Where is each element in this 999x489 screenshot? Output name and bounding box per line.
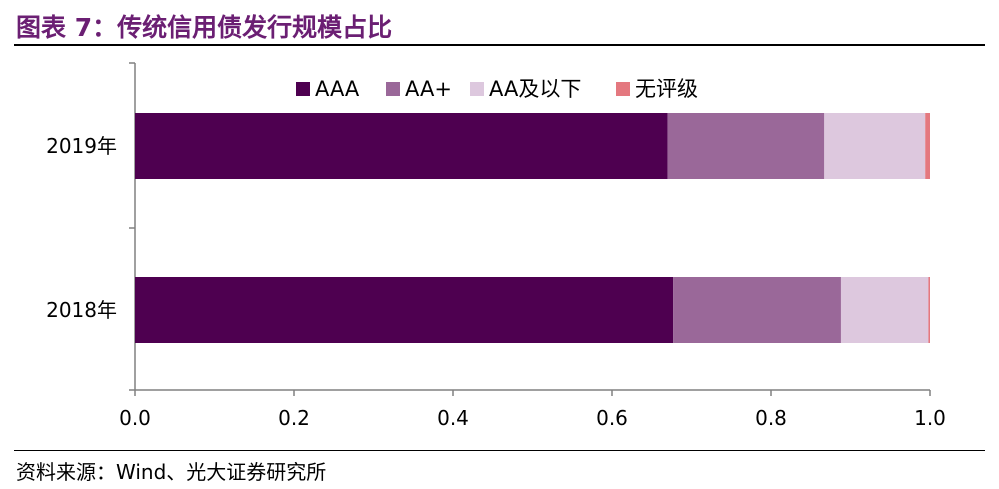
- bar-2018年-AA+: [673, 277, 841, 343]
- bar-2018年-AAA: [135, 277, 674, 343]
- x-tick-label-3: 0.6: [596, 406, 628, 430]
- category-label-0: 2019年: [46, 134, 117, 158]
- legend-label-3: 无评级: [635, 77, 698, 101]
- bar-2019年-AA及以下: [824, 113, 926, 179]
- bar-2018年-无评级: [928, 277, 930, 343]
- bar-2019年-AA+: [667, 113, 825, 179]
- bar-2019年-无评级: [925, 113, 930, 179]
- legend-label-1: AA+: [405, 77, 452, 101]
- bar-2018年-AA及以下: [840, 277, 929, 343]
- legend-swatch-3: [616, 82, 630, 96]
- chart-title: 图表 7：传统信用债发行规模占比: [16, 13, 393, 42]
- x-tick-label-1: 0.2: [278, 406, 310, 430]
- x-tick-label-0: 0.0: [119, 406, 151, 430]
- legend-swatch-1: [386, 82, 400, 96]
- source-rule: [14, 450, 985, 451]
- legend-swatch-0: [296, 82, 310, 96]
- legend-swatch-2: [470, 82, 484, 96]
- source-note: 资料来源：Wind、光大证券研究所: [16, 460, 327, 484]
- x-tick-label-4: 0.8: [755, 406, 787, 430]
- category-label-1: 2018年: [46, 298, 117, 322]
- legend-label-0: AAA: [315, 77, 360, 101]
- x-tick-label-2: 0.4: [437, 406, 469, 430]
- x-tick-label-5: 1.0: [914, 406, 946, 430]
- title-rule: [14, 44, 985, 46]
- bar-2019年-AAA: [135, 113, 668, 179]
- legend-label-2: AA及以下: [489, 77, 581, 101]
